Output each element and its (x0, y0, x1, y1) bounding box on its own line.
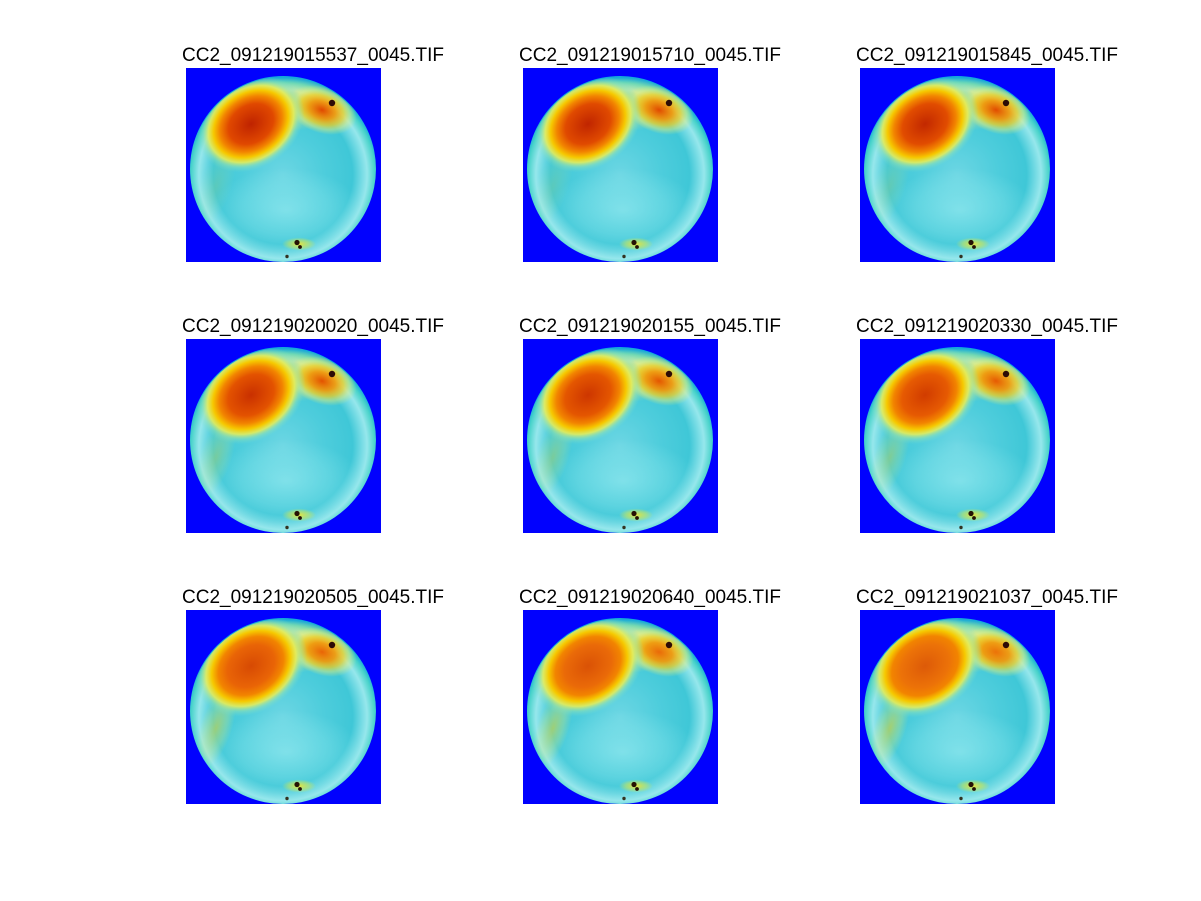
panel-title: CC2_091219020020_0045.TIF (182, 316, 444, 337)
panel-3: CC2_091219015845_0045.TIF (856, 44, 1118, 262)
panel-title: CC2_091219020155_0045.TIF (519, 316, 781, 337)
allsky-false-color-image (860, 68, 1055, 262)
panel-1: CC2_091219015537_0045.TIF (182, 44, 444, 262)
panel-title: CC2_091219021037_0045.TIF (856, 587, 1118, 608)
allsky-false-color-image (186, 339, 381, 533)
panel-6: CC2_091219020330_0045.TIF (856, 315, 1118, 533)
allsky-false-color-image (860, 610, 1055, 804)
allsky-false-color-image (186, 68, 381, 262)
panel-title: CC2_091219015537_0045.TIF (182, 45, 444, 66)
panel-7: CC2_091219020505_0045.TIF (182, 586, 444, 804)
panel-title: CC2_091219020505_0045.TIF (182, 587, 444, 608)
allsky-false-color-image (523, 68, 718, 262)
allsky-false-color-image (186, 610, 381, 804)
allsky-false-color-image (860, 339, 1055, 533)
panel-4: CC2_091219020020_0045.TIF (182, 315, 444, 533)
panel-9: CC2_091219021037_0045.TIF (856, 586, 1118, 804)
panel-title: CC2_091219015845_0045.TIF (856, 45, 1118, 66)
allsky-false-color-image (523, 339, 718, 533)
panel-5: CC2_091219020155_0045.TIF (519, 315, 781, 533)
allsky-false-color-image (523, 610, 718, 804)
image-montage-grid: CC2_091219015537_0045.TIF (182, 44, 1118, 804)
panel-title: CC2_091219015710_0045.TIF (519, 45, 781, 66)
panel-title: CC2_091219020640_0045.TIF (519, 587, 781, 608)
panel-2: CC2_091219015710_0045.TIF (519, 44, 781, 262)
panel-title: CC2_091219020330_0045.TIF (856, 316, 1118, 337)
panel-8: CC2_091219020640_0045.TIF (519, 586, 781, 804)
